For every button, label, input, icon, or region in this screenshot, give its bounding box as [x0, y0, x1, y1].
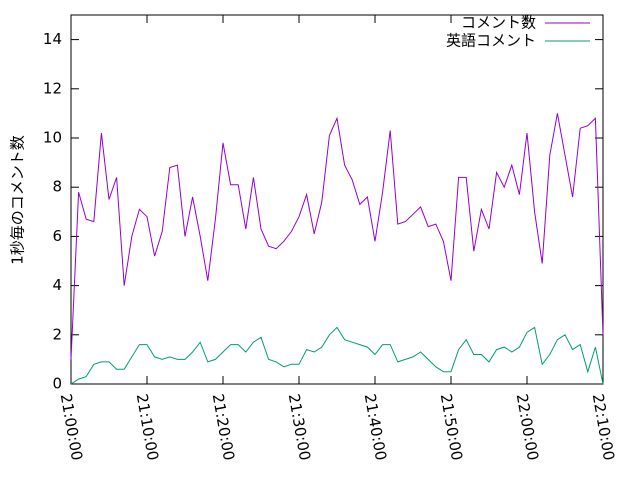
x-tick-label: 22:10:00	[589, 392, 618, 461]
y-tick-label: 10	[43, 129, 62, 147]
y-tick-label: 14	[43, 30, 62, 48]
x-tick-label: 21:50:00	[437, 392, 466, 461]
plot-border	[70, 14, 604, 385]
y-tick-label: 12	[43, 79, 62, 97]
y-tick-label: 8	[52, 178, 62, 196]
legend-label: 英語コメント	[446, 32, 536, 50]
legend-label: コメント数	[461, 14, 536, 32]
y-tick-label: 6	[52, 227, 62, 245]
x-tick-label: 21:40:00	[361, 392, 390, 461]
x-tick-label: 22:00:00	[513, 392, 542, 461]
series-line	[70, 113, 604, 360]
y-tick-label: 4	[52, 276, 62, 294]
x-tick-label: 21:00:00	[57, 392, 86, 461]
y-tick-label: 0	[52, 375, 62, 393]
x-tick-label: 21:20:00	[209, 392, 238, 461]
y-tick-label: 2	[52, 325, 62, 343]
y-axis-label: 1秒毎のコメント数	[9, 135, 27, 265]
x-tick-label: 21:10:00	[133, 392, 162, 461]
series-line	[70, 326, 604, 385]
x-tick-label: 21:30:00	[285, 392, 314, 461]
